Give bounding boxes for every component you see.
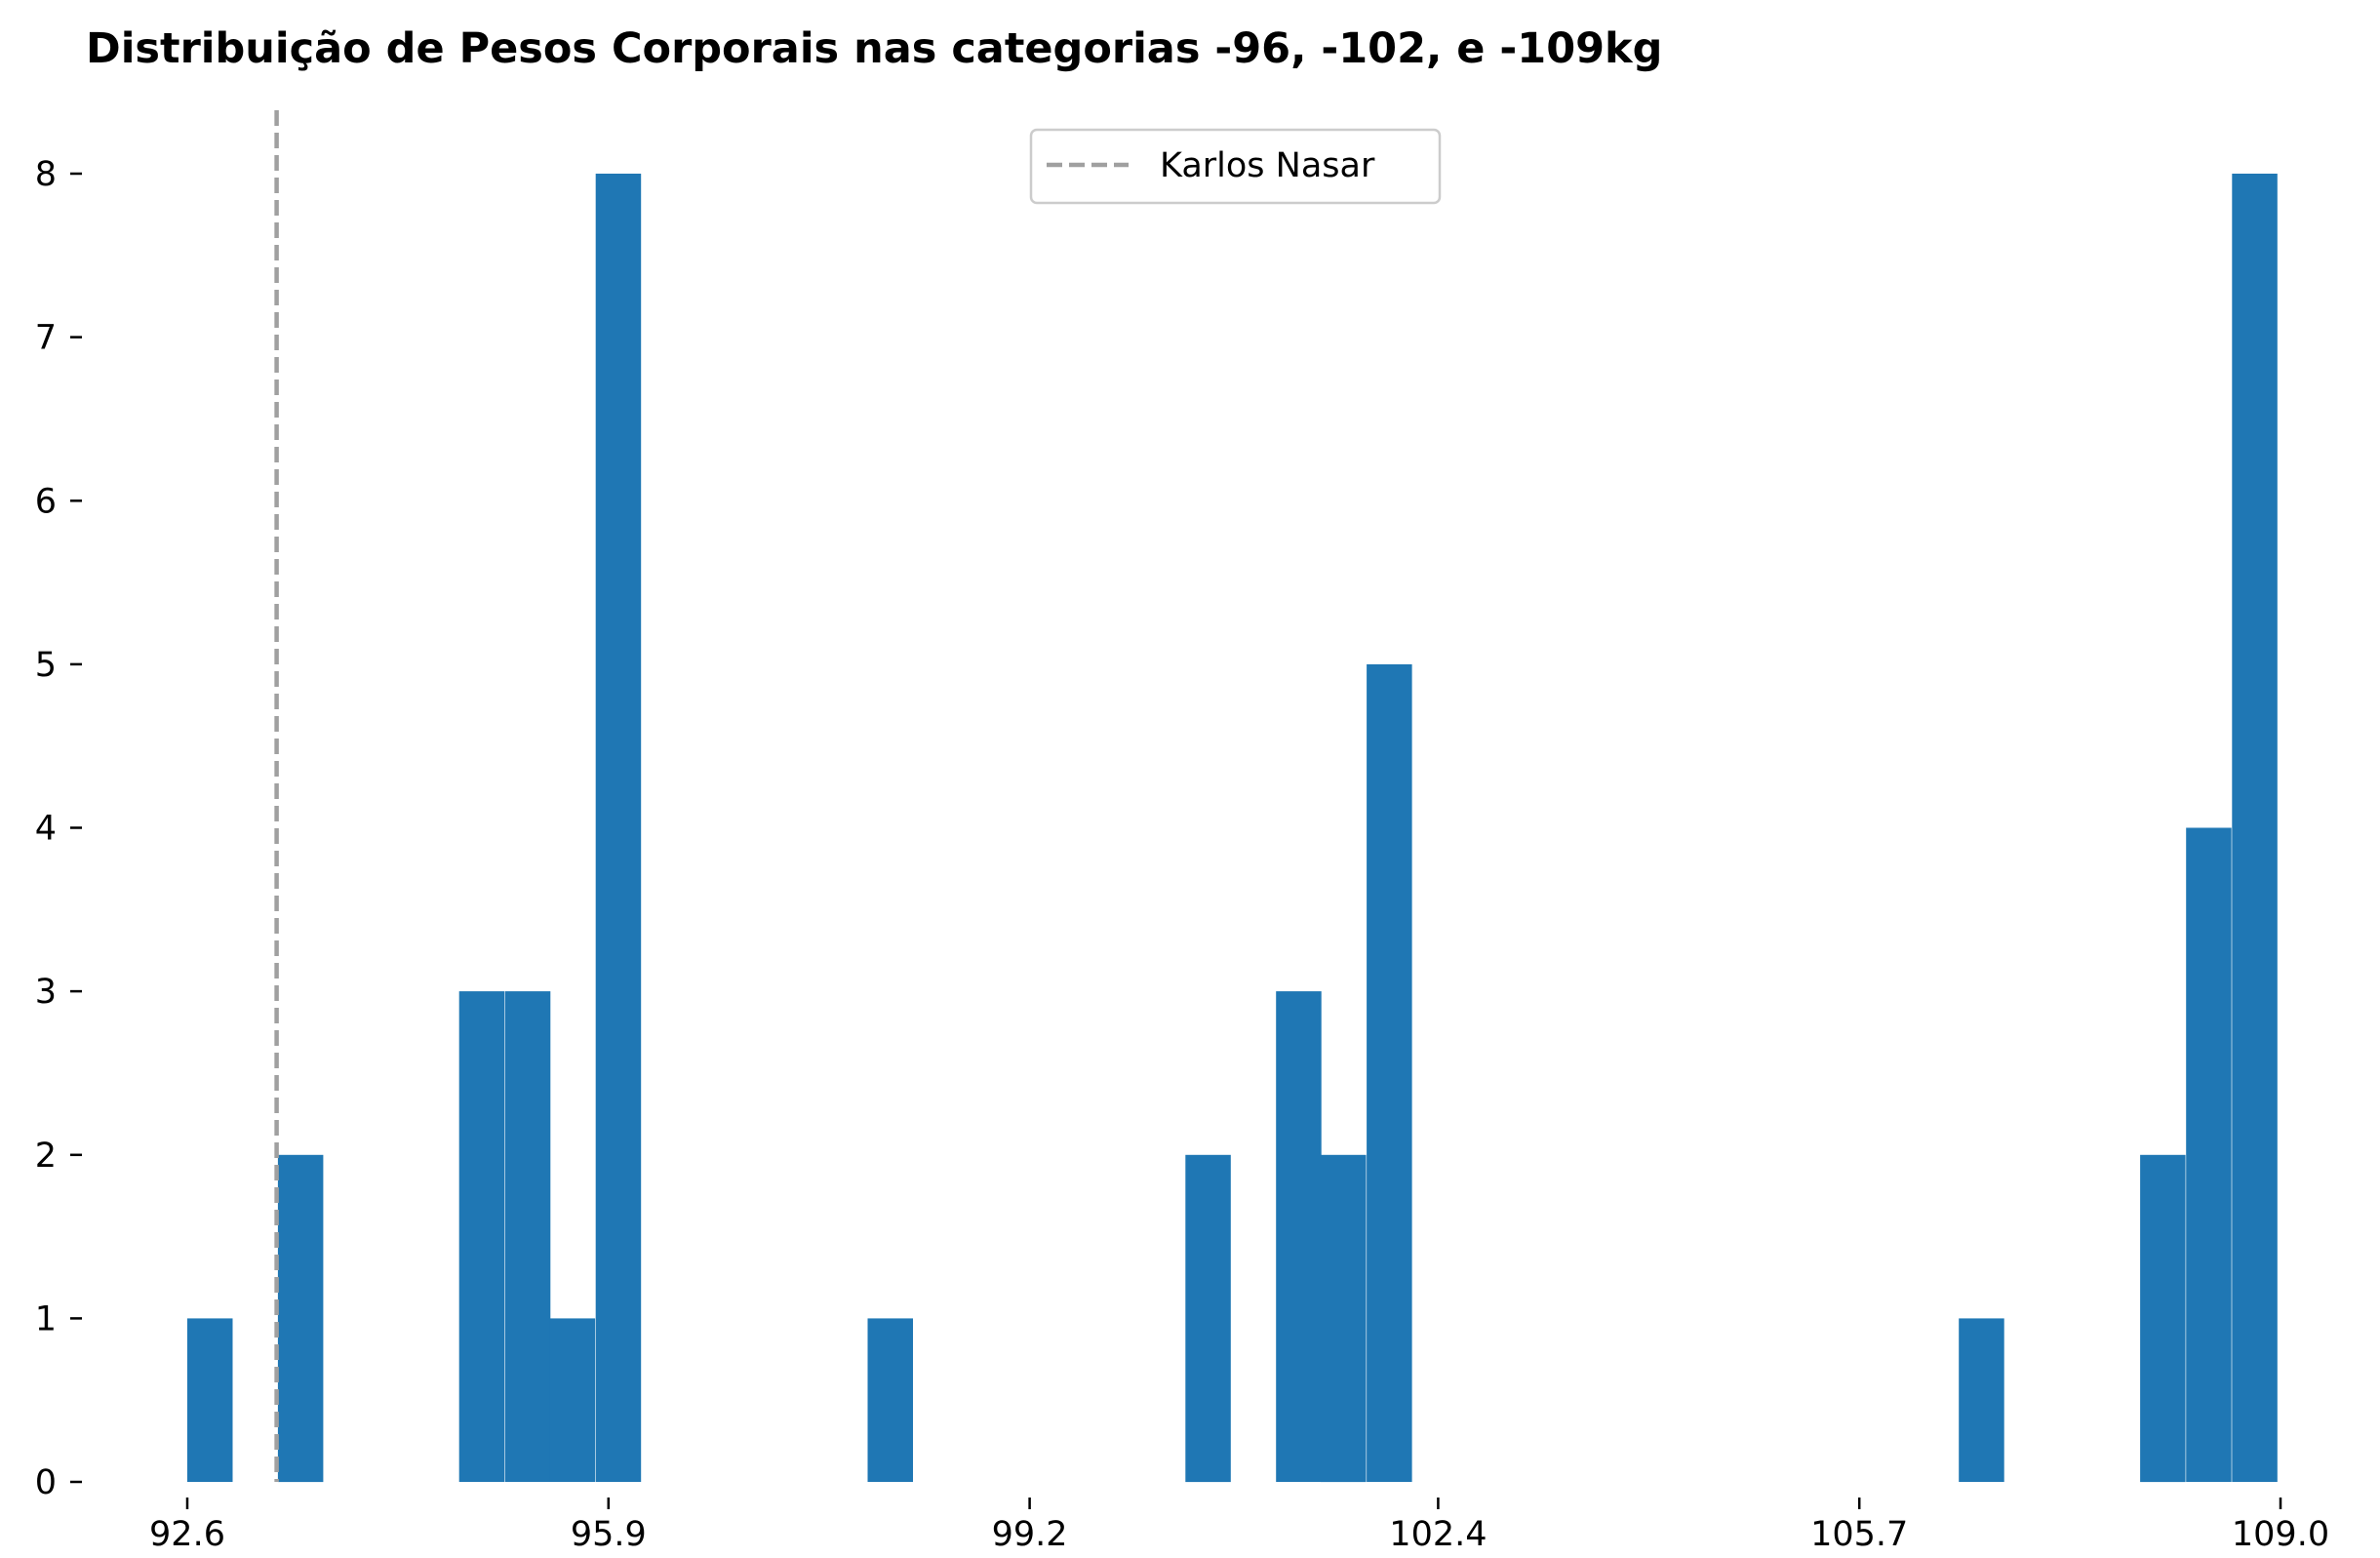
x-tick-label-2: 99.2 bbox=[992, 1515, 1068, 1554]
x-tick-label-3: 102.4 bbox=[1389, 1515, 1487, 1554]
legend-box bbox=[1029, 128, 1442, 205]
histogram-bar-7 bbox=[1185, 1154, 1231, 1483]
histogram-bar-2 bbox=[458, 991, 505, 1482]
legend-label: Karlos Nasar bbox=[1160, 146, 1375, 185]
bars-group bbox=[187, 174, 2278, 1483]
histogram-bar-3 bbox=[504, 991, 551, 1482]
histogram-bar-6 bbox=[867, 1318, 913, 1482]
x-tick-label-4: 105.7 bbox=[1810, 1515, 1908, 1554]
x-tick-label-1: 95.9 bbox=[571, 1515, 647, 1554]
histogram-bar-4 bbox=[549, 1318, 596, 1482]
histogram-bar-9 bbox=[1321, 1154, 1367, 1483]
histogram-bar-5 bbox=[595, 174, 642, 1482]
histogram-bar-1 bbox=[277, 1154, 324, 1483]
x-axis: 92.6 95.9 99.2 102.4 105.7 109.0 bbox=[149, 1498, 2329, 1554]
y-tick-label-5: 5 bbox=[35, 646, 57, 685]
chart-title: Distribuição de Pesos Corporais nas cate… bbox=[86, 24, 1662, 73]
histogram-bar-13 bbox=[2186, 827, 2232, 1482]
histogram-bar-12 bbox=[2140, 1154, 2186, 1483]
y-tick-label-1: 1 bbox=[35, 1299, 57, 1338]
y-tick-label-7: 7 bbox=[35, 319, 57, 358]
histogram-bar-11 bbox=[1959, 1318, 2004, 1482]
y-axis: 0 1 2 3 4 5 6 7 8 bbox=[35, 155, 82, 1502]
histogram-bar-14 bbox=[2232, 174, 2278, 1482]
y-tick-label-2: 2 bbox=[35, 1137, 57, 1176]
y-tick-label-6: 6 bbox=[35, 482, 57, 521]
y-tick-label-3: 3 bbox=[35, 973, 57, 1012]
y-tick-label-4: 4 bbox=[35, 810, 57, 849]
x-tick-label-5: 109.0 bbox=[2232, 1515, 2329, 1554]
y-tick-label-8: 8 bbox=[35, 155, 57, 194]
histogram-bar-8 bbox=[1276, 991, 1322, 1482]
y-tick-label-0: 0 bbox=[35, 1463, 57, 1502]
legend: Karlos Nasar bbox=[1029, 128, 1442, 205]
histogram-bar-0 bbox=[187, 1318, 233, 1482]
x-tick-label-0: 92.6 bbox=[149, 1515, 225, 1554]
histogram-bar-10 bbox=[1367, 663, 1412, 1482]
